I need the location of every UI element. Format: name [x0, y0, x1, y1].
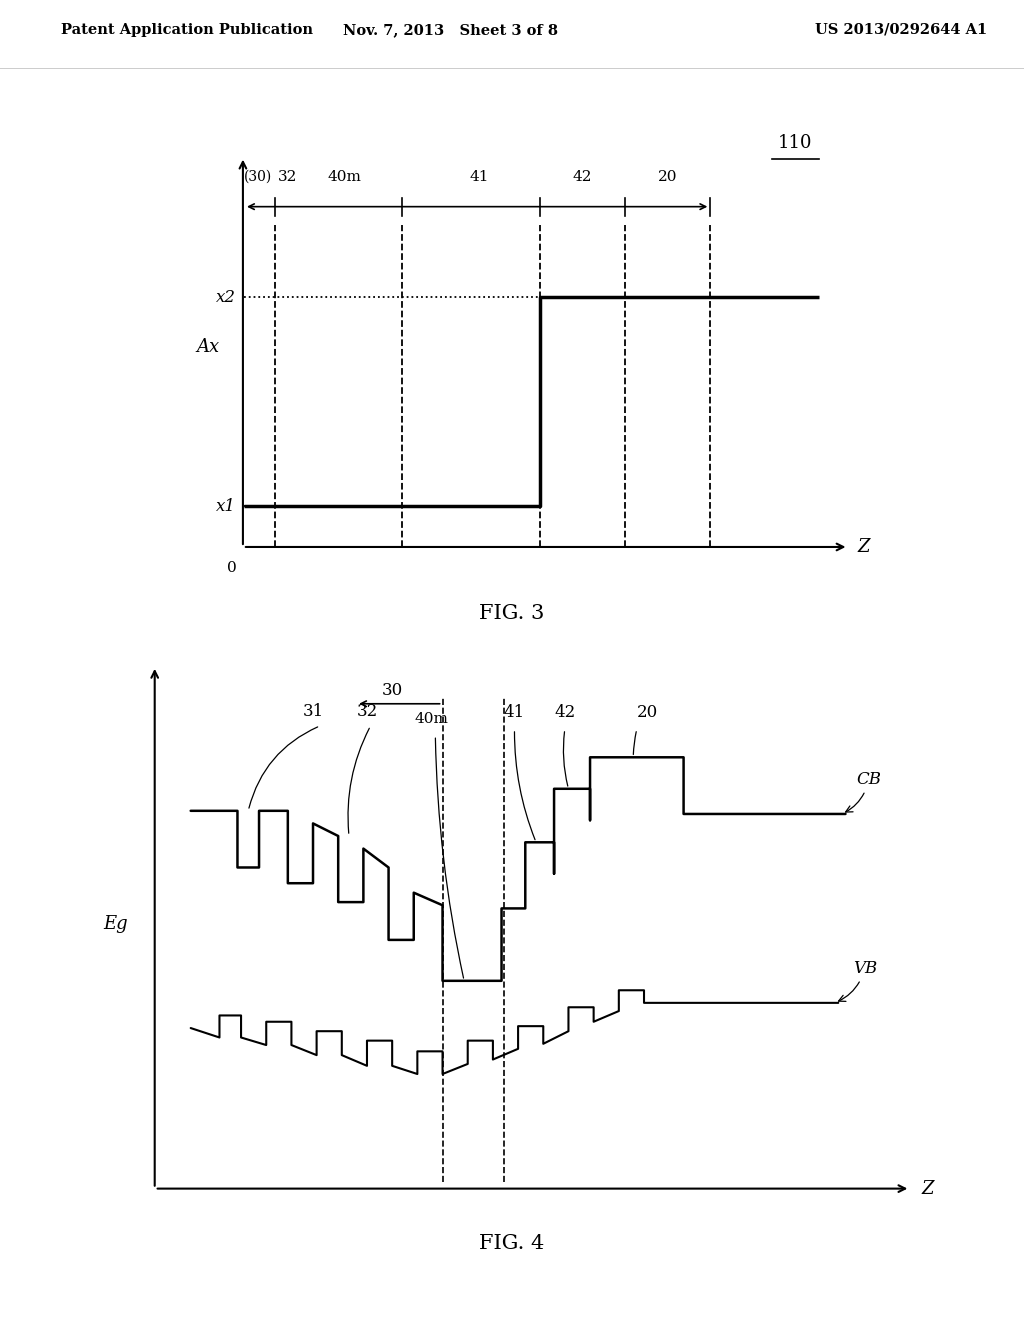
Text: CB: CB [846, 771, 882, 812]
Text: VB: VB [839, 960, 877, 1002]
Text: x2: x2 [216, 289, 236, 306]
Text: Patent Application Publication: Patent Application Publication [61, 22, 313, 37]
Text: x1: x1 [216, 498, 236, 515]
Text: US 2013/0292644 A1: US 2013/0292644 A1 [815, 22, 987, 37]
Text: 40m: 40m [328, 170, 361, 183]
Text: 20: 20 [637, 705, 658, 722]
Text: 110: 110 [778, 135, 813, 152]
Text: Z: Z [857, 539, 869, 556]
Text: Ax: Ax [196, 338, 219, 356]
Text: FIG. 4: FIG. 4 [479, 1234, 545, 1253]
Text: (30): (30) [244, 170, 271, 183]
Text: 42: 42 [554, 705, 575, 722]
Text: 32: 32 [356, 702, 378, 719]
Text: Nov. 7, 2013   Sheet 3 of 8: Nov. 7, 2013 Sheet 3 of 8 [343, 22, 558, 37]
Text: 41: 41 [504, 705, 525, 722]
Text: 41: 41 [470, 170, 489, 183]
Text: 30: 30 [382, 681, 402, 698]
Text: Eg: Eg [102, 915, 127, 933]
Text: Z: Z [921, 1180, 934, 1197]
Text: FIG. 3: FIG. 3 [479, 605, 545, 623]
Text: 20: 20 [657, 170, 678, 183]
Text: 0: 0 [227, 561, 238, 574]
Text: 32: 32 [279, 170, 298, 183]
Text: 31: 31 [302, 702, 324, 719]
Text: 40m: 40m [415, 711, 449, 726]
Text: 42: 42 [572, 170, 592, 183]
